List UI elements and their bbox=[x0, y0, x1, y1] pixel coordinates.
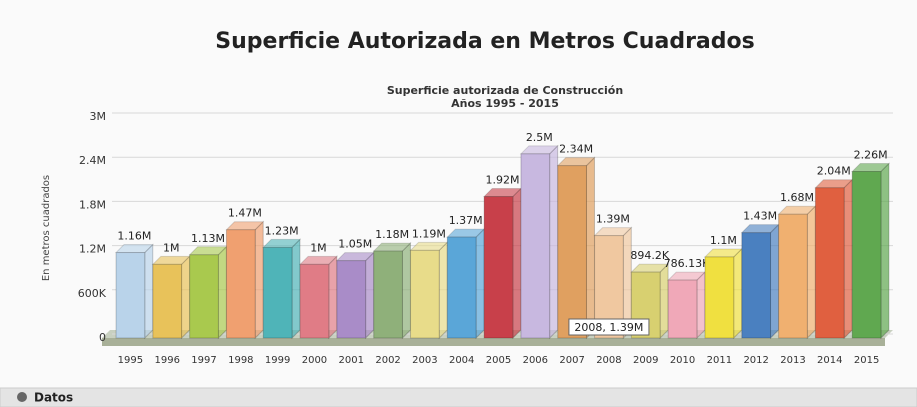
bar bbox=[410, 249, 440, 339]
value-label: 2.34M bbox=[559, 143, 593, 156]
x-tick-label: 2006 bbox=[523, 355, 548, 366]
value-label: 1.19M bbox=[412, 227, 446, 240]
x-tick-label: 2014 bbox=[817, 355, 842, 366]
bar bbox=[225, 229, 256, 339]
bar-side bbox=[254, 220, 264, 340]
x-tick-label: 2009 bbox=[633, 355, 658, 366]
x-tick-label: 1995 bbox=[118, 355, 143, 366]
y-axis-label: En metros cuadrados bbox=[41, 175, 52, 281]
x-tick-label: 2001 bbox=[339, 355, 364, 366]
value-label: 2.04M bbox=[817, 165, 851, 178]
bar bbox=[299, 263, 330, 339]
value-label: 1M bbox=[163, 241, 180, 254]
bar bbox=[336, 260, 367, 339]
y-tick-label: 0 bbox=[99, 331, 106, 344]
tooltip-box bbox=[568, 318, 650, 336]
x-tick-label: 2010 bbox=[670, 355, 695, 366]
value-label: 894.2K bbox=[630, 249, 669, 262]
bar-side bbox=[585, 156, 595, 340]
bar-side bbox=[696, 270, 706, 340]
x-tick-label: 1998 bbox=[228, 355, 253, 366]
x-tick-label: 2002 bbox=[375, 355, 400, 366]
value-label: 1.39M bbox=[596, 213, 630, 226]
bar-side bbox=[475, 227, 485, 340]
x-tick-label: 2012 bbox=[743, 355, 768, 366]
y-tick-label: 3M bbox=[90, 110, 107, 123]
bar bbox=[373, 250, 403, 339]
value-label: 2.26M bbox=[854, 149, 888, 162]
x-tick-label: 1996 bbox=[154, 355, 179, 366]
x-tick-label: 2003 bbox=[412, 355, 437, 366]
bar bbox=[557, 165, 587, 339]
x-tick-label: 2007 bbox=[559, 355, 584, 366]
value-label: 1.47M bbox=[228, 207, 262, 220]
x-tick-label: 2004 bbox=[449, 355, 474, 366]
y-tick-label: 1.2M bbox=[79, 243, 106, 256]
x-tick-label: 2000 bbox=[302, 355, 327, 366]
chart-subtitle: Años 1995 - 2015 bbox=[451, 97, 559, 110]
bar bbox=[446, 236, 477, 339]
x-tick-label: 2008 bbox=[596, 355, 621, 366]
bar-side bbox=[144, 243, 154, 340]
bar-side bbox=[401, 241, 411, 340]
floor-front bbox=[102, 338, 885, 346]
value-label: 1M bbox=[310, 241, 327, 254]
bar-side bbox=[217, 245, 227, 340]
x-tick-label: 1999 bbox=[265, 355, 290, 366]
y-tick-label: 2.4M bbox=[79, 154, 106, 167]
bar-side bbox=[438, 241, 448, 340]
bar-side bbox=[365, 251, 375, 340]
value-label: 1.92M bbox=[486, 174, 520, 187]
bar-side bbox=[806, 205, 816, 340]
value-label: 2.5M bbox=[526, 131, 553, 144]
bar bbox=[704, 256, 735, 339]
value-label: 1.37M bbox=[449, 214, 483, 227]
bar-side bbox=[181, 255, 191, 340]
value-label: 1.23M bbox=[265, 224, 299, 237]
value-label: 1.18M bbox=[375, 228, 409, 241]
value-label: 1.05M bbox=[338, 238, 372, 251]
bar bbox=[814, 187, 845, 339]
bar bbox=[115, 252, 146, 339]
value-label: 1.43M bbox=[743, 210, 777, 223]
bar-side bbox=[843, 178, 853, 340]
x-tick-label: 2015 bbox=[854, 355, 879, 366]
value-label: 1.1M bbox=[710, 234, 737, 247]
x-tick-label: 2005 bbox=[486, 355, 511, 366]
bar-side bbox=[733, 247, 743, 340]
x-tick-label: 2011 bbox=[707, 355, 732, 366]
bar-side bbox=[291, 238, 301, 340]
chart-title: Superficie autorizada de Construcción bbox=[387, 84, 623, 97]
footer-label[interactable]: Datos bbox=[34, 391, 73, 405]
bar-side bbox=[880, 162, 890, 340]
bar bbox=[667, 279, 698, 339]
value-label: 1.13M bbox=[191, 232, 225, 245]
bar bbox=[262, 246, 293, 339]
bar-side bbox=[549, 144, 559, 340]
bar bbox=[520, 153, 551, 339]
footer-bullet bbox=[17, 392, 27, 402]
x-tick-label: 1997 bbox=[191, 355, 216, 366]
bar bbox=[152, 263, 183, 339]
value-label: 786.13K bbox=[664, 257, 710, 270]
value-label: 1.16M bbox=[117, 230, 151, 243]
y-tick-label: 1.8M bbox=[79, 198, 106, 211]
bar bbox=[741, 232, 772, 339]
bar bbox=[778, 213, 808, 339]
value-label: 1.68M bbox=[780, 191, 814, 204]
footer-bar[interactable] bbox=[0, 387, 917, 407]
x-tick-label: 2013 bbox=[780, 355, 805, 366]
bar-side bbox=[659, 262, 669, 340]
y-tick-label: 600K bbox=[78, 287, 107, 300]
bar bbox=[483, 196, 514, 339]
bar bbox=[189, 254, 219, 339]
bar-side bbox=[328, 255, 338, 340]
tooltip: 2008, 1.39M bbox=[574, 321, 643, 334]
bar bbox=[851, 171, 882, 339]
bar-side bbox=[512, 187, 522, 340]
page-title: Superficie Autorizada en Metros Cuadrado… bbox=[215, 29, 754, 54]
bar-side bbox=[770, 223, 780, 340]
